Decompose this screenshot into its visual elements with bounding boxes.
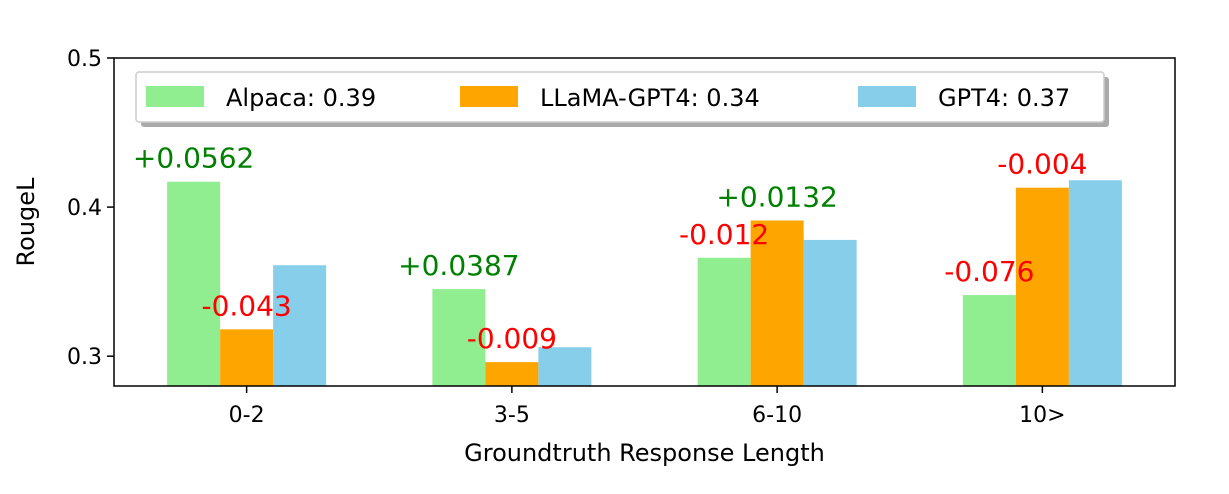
x-tick-label: 10> (1019, 403, 1065, 428)
legend-label: LLaMA-GPT4: 0.34 (540, 84, 760, 112)
bar (962, 295, 1016, 386)
annotation-label: -0.076 (944, 255, 1034, 288)
bar (1068, 180, 1122, 386)
bars-layer (167, 180, 1122, 386)
y-tick-label: 0.3 (67, 345, 102, 370)
plot-frame (113, 57, 1176, 387)
annotation-label: -0.012 (679, 218, 769, 251)
bar (485, 362, 539, 386)
y-tick-label: 0.5 (67, 47, 102, 72)
x-tick-label: 6-10 (752, 403, 802, 428)
annotation-label: +0.0132 (716, 181, 837, 214)
bar (1015, 187, 1069, 386)
annotation-label: -0.043 (201, 289, 291, 322)
bar (538, 347, 592, 386)
x-tick-label: 0-2 (229, 403, 265, 428)
annotation-label: +0.0387 (398, 249, 519, 282)
y-tick-label: 0.4 (67, 196, 102, 221)
annotation-label: +0.0562 (133, 142, 254, 175)
annotations-layer: +0.0562 -0.043 +0.0387 -0.009 -0.012 +0.0132 -… (133, 142, 1088, 355)
legend-swatch (146, 86, 204, 107)
legend-swatch (460, 86, 518, 107)
x-axis-label: Groundtruth Response Length (464, 439, 825, 467)
legend-box (135, 71, 1105, 123)
legend-label: GPT4: 0.37 (938, 84, 1070, 112)
annotation-label: -0.009 (467, 322, 557, 355)
y-axis: 0.3 0.4 0.5 (67, 47, 114, 370)
legend-swatch (858, 86, 916, 107)
bar (803, 239, 857, 386)
annotation-label: -0.004 (997, 148, 1087, 181)
legend-label: Alpaca: 0.39 (226, 84, 376, 112)
y-axis-label: RougeL (12, 177, 40, 266)
x-tick-label: 3-5 (494, 403, 530, 428)
bar (697, 257, 751, 386)
bar (750, 220, 804, 386)
x-axis: 0-2 3-5 6-10 10> (229, 386, 1066, 428)
bar (220, 329, 274, 386)
bar (167, 181, 221, 386)
legend: Alpaca: 0.39 LLaMA-GPT4: 0.34 GPT4: 0.37 (135, 71, 1109, 127)
bar (273, 265, 327, 386)
bar (432, 289, 486, 386)
